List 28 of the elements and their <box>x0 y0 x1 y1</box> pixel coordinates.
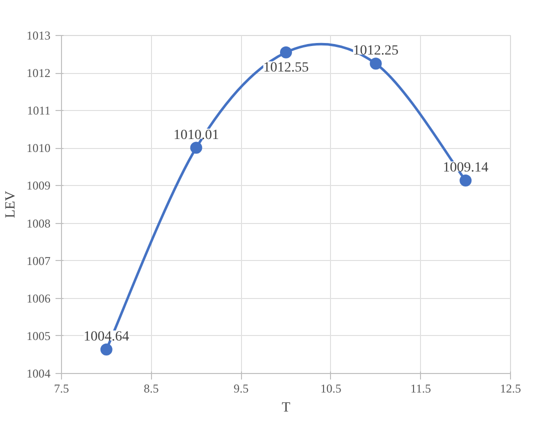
y-axis-title: LEV <box>4 190 18 218</box>
point <box>100 343 112 356</box>
y-tick-label: 1008 <box>26 216 50 230</box>
x-tick-label: 7.5 <box>54 382 69 396</box>
y-tick-label: 1005 <box>26 328 50 343</box>
x-tick-label: 11.5 <box>410 382 431 396</box>
point <box>280 46 292 58</box>
point <box>370 58 382 70</box>
data-label: 1009.14 <box>442 160 488 176</box>
x-axis-title: T <box>282 400 291 416</box>
y-tick-label: 1013 <box>26 28 50 42</box>
x-tick-label: 8.5 <box>144 382 159 396</box>
x-tick-label: 12.5 <box>500 382 521 396</box>
x-tick-label: 10.5 <box>320 382 342 396</box>
data-label: 1012.55 <box>263 60 309 76</box>
point <box>460 174 472 186</box>
y-tick-label: 1004 <box>26 366 50 380</box>
y-tick-label: 1010 <box>26 141 50 156</box>
data-label: 1012.25 <box>353 44 399 59</box>
point <box>190 142 202 154</box>
data-label: 1004.64 <box>84 329 130 344</box>
y-tick-label: 1011 <box>26 104 51 118</box>
data-label: 1010.01 <box>173 128 219 143</box>
y-tick-label: 1009 <box>26 178 50 193</box>
y-tick-label: 1007 <box>26 254 50 268</box>
x-tick-label: 9.5 <box>234 382 249 396</box>
y-tick-label: 1012 <box>26 66 50 80</box>
y-tick-label: 1006 <box>26 291 50 306</box>
